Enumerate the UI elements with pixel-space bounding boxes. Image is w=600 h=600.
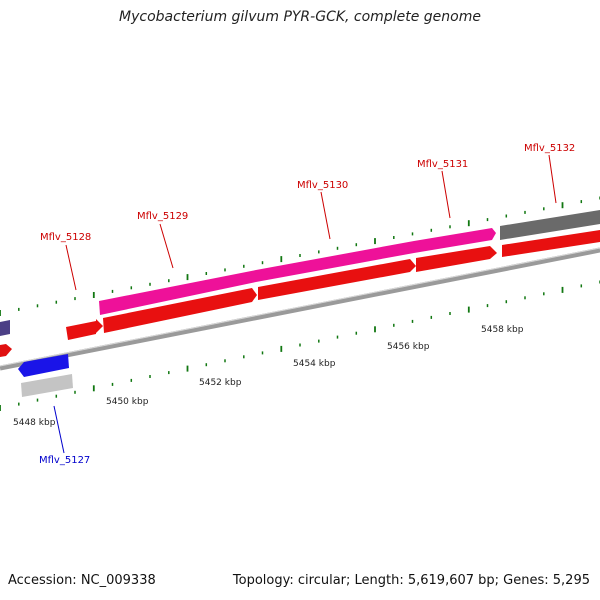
tick-marks-inner	[0, 280, 600, 411]
gene-label-mflv-5132[interactable]: Mflv_5132	[524, 143, 575, 154]
coordinate-label: 5450 kbp	[106, 397, 149, 407]
forward-features	[0, 210, 600, 357]
coordinate-label: 5456 kbp	[387, 342, 430, 352]
gene-mflv-5127[interactable]	[21, 374, 73, 397]
gene-label-mflv-5130[interactable]: Mflv_5130	[297, 180, 348, 191]
gene-label-mflv-5127[interactable]: Mflv_5127	[39, 455, 90, 466]
cds-mflv-5128[interactable]	[66, 319, 103, 340]
topology-label: Topology: circular; Length: 5,619,607 bp…	[232, 573, 590, 588]
coordinate-label: 5448 kbp	[13, 418, 56, 428]
cds-mflv-5130[interactable]	[258, 259, 416, 300]
partial-gene-feature[interactable]	[0, 320, 10, 336]
gene-mflv-5131[interactable]	[414, 228, 496, 253]
genome-backbone	[0, 247, 600, 371]
leader-line	[159, 223, 174, 269]
partial-cds-feature[interactable]	[0, 344, 12, 357]
coordinate-labels: 5448 kbp 5450 kbp 5452 kbp 5454 kbp 5456…	[13, 325, 524, 428]
gene-label-mflv-5129[interactable]: Mflv_5129	[137, 211, 188, 222]
gene-mflv-5132[interactable]	[500, 210, 600, 240]
gene-mflv-5129[interactable]	[99, 270, 256, 315]
cds-mflv-5129[interactable]	[103, 288, 257, 333]
reverse-features	[18, 354, 73, 397]
gene-label-mflv-5128[interactable]: Mflv_5128	[40, 232, 91, 243]
leader-line	[320, 191, 331, 240]
coordinate-label: 5458 kbp	[481, 325, 524, 335]
gene-mflv-5130[interactable]	[256, 241, 414, 282]
genome-backbone-highlight	[0, 247, 600, 367]
leader-line	[53, 405, 65, 454]
gene-labels: Mflv_5127 Mflv_5128 Mflv_5129 Mflv_5130 …	[39, 143, 575, 466]
map-title: Mycobacterium gilvum PYR-GCK, complete g…	[119, 9, 481, 25]
cds-mflv-5127[interactable]	[18, 354, 69, 377]
tick-marks-outer	[0, 196, 600, 316]
leader-line	[65, 244, 77, 291]
cds-mflv-5131[interactable]	[416, 246, 497, 272]
leader-line	[441, 170, 451, 219]
coordinate-label: 5454 kbp	[293, 359, 336, 369]
cds-mflv-5132[interactable]	[502, 230, 600, 257]
leader-line	[548, 154, 557, 204]
accession-label: Accession: NC_009338	[8, 573, 156, 588]
gene-label-mflv-5131[interactable]: Mflv_5131	[417, 159, 468, 170]
coordinate-label: 5452 kbp	[199, 378, 242, 388]
